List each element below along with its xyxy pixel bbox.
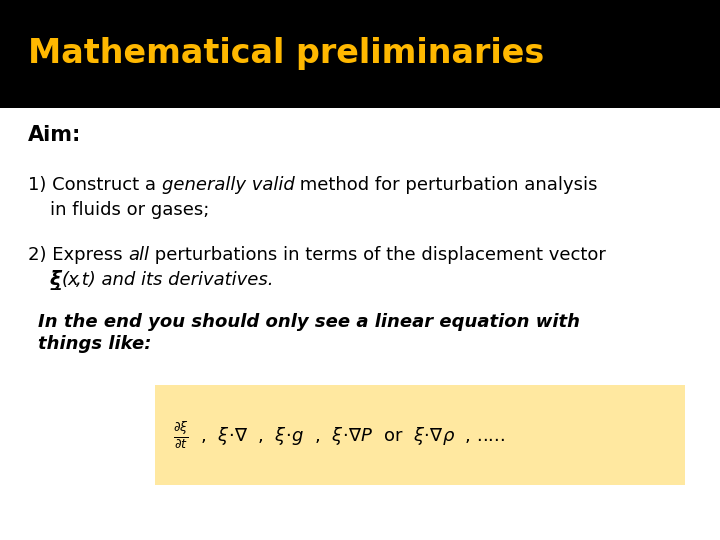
Text: ,t) and its derivatives.: ,t) and its derivatives. (76, 271, 274, 289)
Text: perturbations in terms of the displacement vector: perturbations in terms of the displaceme… (149, 246, 606, 264)
Text: things like:: things like: (38, 335, 151, 353)
Text: 1) Construct a: 1) Construct a (28, 176, 162, 194)
Text: 2) Express: 2) Express (28, 246, 128, 264)
Bar (155, 385, 685, 485)
Text: ξ̲: ξ̲ (50, 270, 61, 290)
Text: (: ( (62, 271, 69, 289)
Text: Mathematical preliminaries: Mathematical preliminaries (28, 37, 544, 71)
Text: in fluids or gases;: in fluids or gases; (50, 201, 210, 219)
Text: all: all (128, 246, 149, 264)
Text: x: x (67, 271, 78, 289)
Text: generally valid: generally valid (162, 176, 294, 194)
Text: $\frac{\partial \xi}{\partial t}$  ,  $\xi \!\cdot\! \nabla$  ,  $\xi \!\cdot\! : $\frac{\partial \xi}{\partial t}$ , $\xi… (173, 420, 505, 450)
Text: Aim:: Aim: (28, 125, 81, 145)
Bar (0, 0, 720, 108)
Text: method for perturbation analysis: method for perturbation analysis (294, 176, 598, 194)
Text: In the end you should only see a linear equation with: In the end you should only see a linear … (38, 313, 580, 331)
